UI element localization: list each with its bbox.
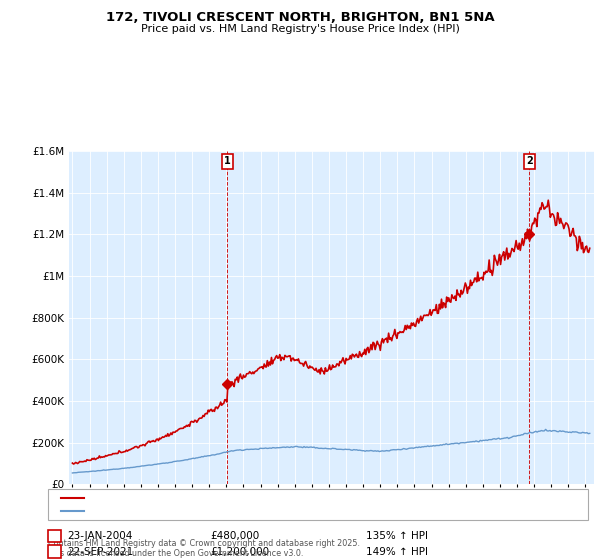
Text: 23-JAN-2004: 23-JAN-2004	[67, 531, 133, 541]
Text: 172, TIVOLI CRESCENT NORTH, BRIGHTON, BN1 5NA (semi-detached house): 172, TIVOLI CRESCENT NORTH, BRIGHTON, BN…	[90, 493, 433, 502]
Text: Price paid vs. HM Land Registry's House Price Index (HPI): Price paid vs. HM Land Registry's House …	[140, 24, 460, 34]
Text: £480,000: £480,000	[210, 531, 259, 541]
Text: HPI: Average price, semi-detached house, Brighton and Hove: HPI: Average price, semi-detached house,…	[90, 507, 367, 516]
Text: 22-SEP-2021: 22-SEP-2021	[67, 547, 133, 557]
Text: 1: 1	[224, 156, 231, 166]
Text: £1,200,000: £1,200,000	[210, 547, 269, 557]
Text: 2: 2	[526, 156, 533, 166]
Text: 172, TIVOLI CRESCENT NORTH, BRIGHTON, BN1 5NA: 172, TIVOLI CRESCENT NORTH, BRIGHTON, BN…	[106, 11, 494, 24]
Text: Contains HM Land Registry data © Crown copyright and database right 2025.
This d: Contains HM Land Registry data © Crown c…	[48, 539, 360, 558]
Text: 149% ↑ HPI: 149% ↑ HPI	[366, 547, 428, 557]
Text: 2: 2	[51, 547, 58, 557]
Text: 135% ↑ HPI: 135% ↑ HPI	[366, 531, 428, 541]
Text: 1: 1	[51, 531, 58, 541]
